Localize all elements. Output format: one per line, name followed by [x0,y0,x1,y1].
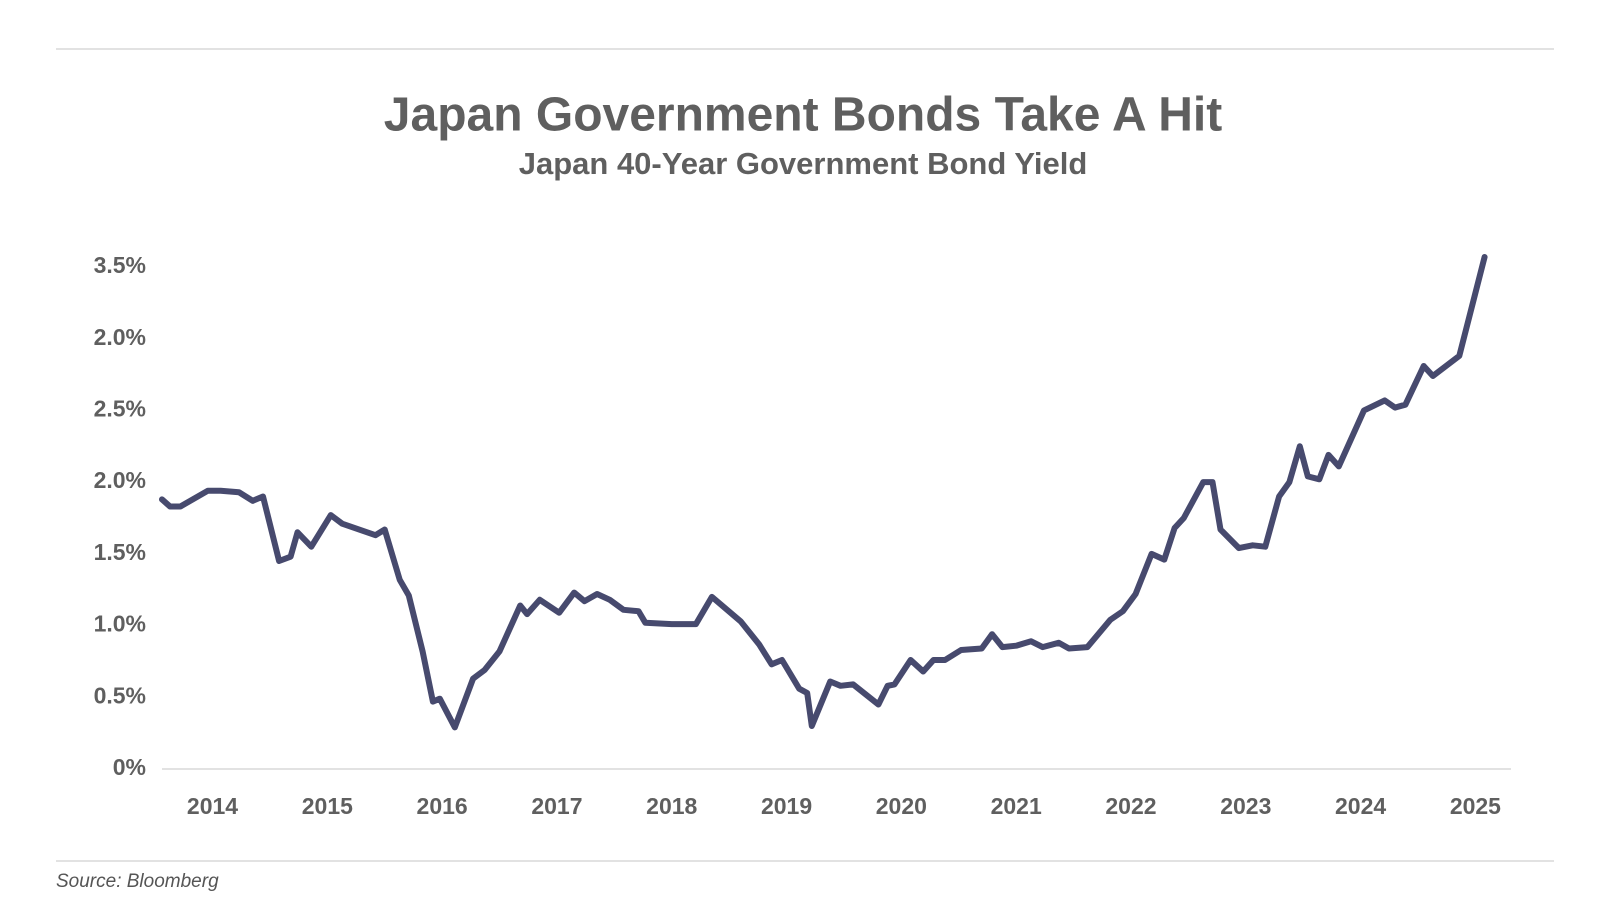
x-tick-label: 2019 [761,793,812,819]
chart-subtitle: Japan 40-Year Government Bond Yield [519,146,1088,181]
x-tick-label: 2025 [1450,793,1501,819]
y-tick-label: 1.0% [94,611,146,637]
y-tick-label: 2.0% [94,467,146,493]
y-tick-label: 3.5% [94,252,146,278]
chart-title: Japan Government Bonds Take A Hit [384,89,1222,142]
y-tick-label: 0.5% [94,682,146,708]
x-tick-label: 2018 [646,793,697,819]
x-tick-label: 2020 [876,793,927,819]
source-note: Source: Bloomberg [56,871,219,892]
x-tick-label: 2024 [1335,793,1386,819]
x-tick-label: 2017 [531,793,582,819]
yield-line [159,254,1488,731]
x-tick-label: 2014 [187,793,238,819]
y-tick-label: 2.0% [94,324,146,350]
x-tick-label: 2021 [991,793,1042,819]
x-tick-label: 2022 [1105,793,1156,819]
y-tick-label: 2.5% [94,396,146,422]
x-tick-label: 2016 [417,793,468,819]
x-tick-label: 2023 [1220,793,1271,819]
x-tick-label: 2015 [302,793,353,819]
y-tick-label: 0% [113,754,146,780]
y-tick-label: 1.5% [94,539,146,565]
